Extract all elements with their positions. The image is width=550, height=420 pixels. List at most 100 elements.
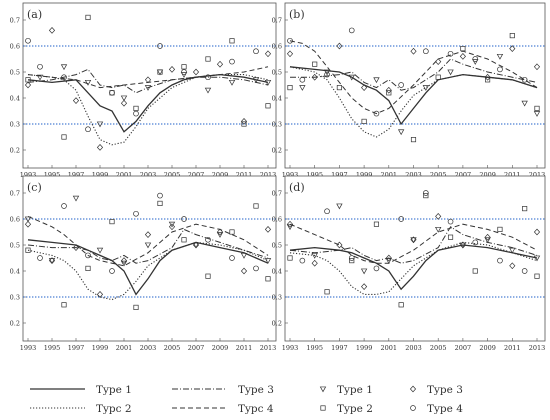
x-tick-label: 1997 — [68, 344, 85, 352]
point-type-4 — [205, 74, 211, 81]
point-type-3 — [24, 220, 32, 228]
point-type-4 — [497, 257, 503, 264]
point-type-3 — [24, 81, 32, 89]
x-tick-label: 2013 — [529, 344, 546, 352]
point-type-1 — [447, 69, 454, 76]
point-type-2 — [534, 105, 540, 111]
point-type-4 — [37, 63, 43, 70]
x-tick-label: 2003 — [140, 344, 157, 352]
point-type-1 — [311, 252, 318, 259]
point-type-4 — [229, 255, 235, 261]
series-line-type-1 — [27, 239, 269, 296]
x-tick-label: 2005 — [430, 171, 447, 179]
point-type-1 — [96, 247, 104, 254]
point-type-2 — [410, 137, 417, 143]
series-line-type-3 — [290, 58, 538, 91]
point-type-1 — [435, 226, 442, 233]
point-type-3 — [168, 66, 176, 73]
chart-panel-1: (a) 0.2 0.3 0.4 0.5 0.6 0.7 1993 1995 1997 1999 200… — [10, 2, 277, 179]
point-type-3 — [459, 241, 466, 249]
point-type-1 — [299, 85, 306, 91]
point-type-1 — [521, 100, 528, 107]
point-type-4 — [373, 265, 380, 272]
point-type-1 — [264, 79, 272, 86]
point-type-2 — [447, 234, 454, 240]
point-type-1 — [96, 121, 104, 128]
point-type-4 — [324, 208, 330, 215]
chart-panel-3: (c) 0.2 0.3 0.4 0.5 0.6 0.7 1993 1995 1997 1999 200… — [10, 175, 277, 352]
series-line-type-4 — [289, 40, 538, 115]
point-type-4 — [181, 216, 187, 222]
point-type-2 — [61, 134, 67, 140]
point-type-3 — [264, 226, 272, 233]
point-type-4 — [472, 56, 479, 62]
panel-label: (d) — [289, 181, 305, 194]
y-tick-label: 0.4 — [10, 95, 20, 103]
point-type-1 — [180, 72, 188, 78]
point-type-4 — [253, 48, 259, 55]
x-tick-label: 1999 — [356, 171, 373, 179]
point-type-4 — [229, 58, 235, 65]
point-type-3 — [96, 291, 104, 298]
legend-line-label: Type 3 — [238, 384, 274, 396]
y-tick-label: 0.2 — [10, 147, 20, 155]
x-tick-label: 1993 — [282, 344, 299, 352]
y-tick-label: 0.6 — [10, 216, 20, 224]
point-type-1 — [422, 85, 430, 91]
point-type-4 — [37, 255, 43, 261]
point-type-4 — [348, 255, 355, 261]
series-line-type-3 — [27, 68, 269, 94]
panel-frame — [284, 175, 546, 342]
point-type-3 — [385, 86, 392, 94]
point-type-2 — [25, 247, 31, 253]
series-line-type-4 — [289, 223, 538, 264]
point-type-2 — [85, 14, 91, 20]
y-tick-label: 0.4 — [272, 95, 282, 103]
point-type-2 — [181, 64, 187, 70]
point-type-4 — [447, 50, 454, 57]
point-type-2 — [373, 221, 380, 227]
x-tick-label: 2007 — [455, 171, 472, 179]
point-type-2 — [534, 273, 540, 279]
y-tick-label: 0.7 — [272, 17, 282, 25]
point-type-3 — [410, 236, 417, 244]
point-type-3 — [144, 231, 152, 238]
point-type-1 — [509, 247, 516, 254]
legend-marker-swatch — [409, 385, 417, 393]
y-tick-label: 0.3 — [272, 294, 282, 302]
point-type-4 — [157, 192, 163, 199]
x-tick-label: 1997 — [331, 171, 348, 179]
panel-label: (b) — [289, 8, 305, 21]
y-tick-label: 0.2 — [272, 320, 282, 328]
y-tick-label: 0.6 — [272, 43, 282, 51]
point-type-2 — [509, 33, 515, 39]
x-tick-label: 2009 — [212, 344, 229, 352]
point-type-1 — [48, 258, 56, 264]
point-type-4 — [447, 218, 454, 225]
legend-marker-swatch — [320, 405, 326, 411]
x-tick-label: 2005 — [430, 344, 447, 352]
panel-label: (a) — [27, 8, 42, 21]
y-tick-label: 0.6 — [272, 216, 282, 224]
point-type-4 — [423, 48, 429, 55]
legend-marker-label: Type 1 — [337, 384, 373, 396]
point-type-3 — [120, 99, 128, 107]
x-tick-label: 2003 — [405, 344, 422, 352]
point-type-1 — [192, 242, 200, 249]
x-tick-label: 2011 — [236, 344, 253, 352]
point-type-3 — [361, 283, 368, 290]
x-tick-label: 2005 — [164, 344, 181, 352]
point-type-2 — [336, 85, 342, 91]
point-type-3 — [336, 241, 343, 249]
point-type-2 — [205, 56, 211, 62]
x-tick-label: 1997 — [331, 344, 348, 352]
x-tick-label: 2011 — [504, 344, 521, 352]
point-type-2 — [349, 258, 355, 264]
y-tick-label: 0.7 — [10, 17, 20, 25]
point-type-4 — [472, 239, 479, 246]
point-type-3 — [484, 73, 491, 81]
legend-marker-label: Type 3 — [427, 384, 463, 396]
point-type-3 — [240, 267, 248, 275]
y-tick-label: 0.5 — [272, 242, 282, 250]
series-line-type-1 — [289, 66, 538, 126]
